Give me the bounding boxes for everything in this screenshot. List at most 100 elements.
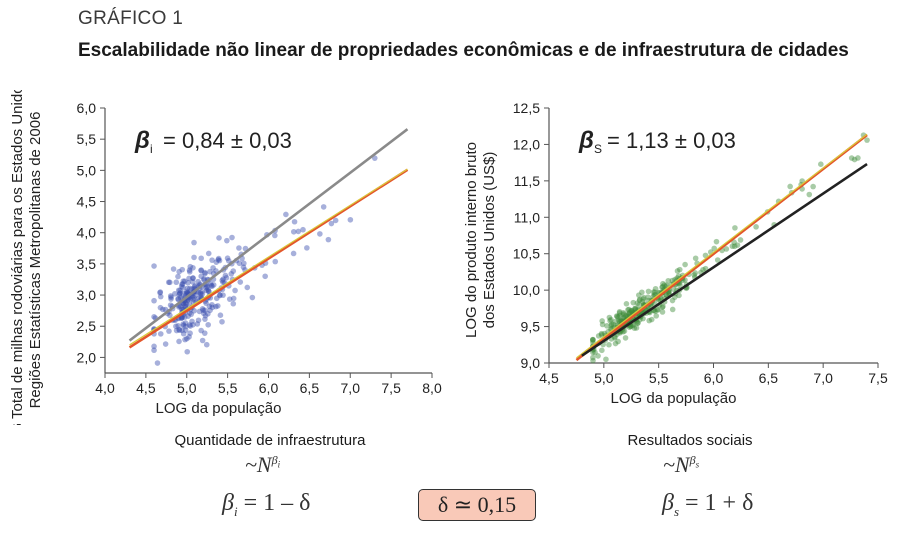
data-point <box>590 336 596 343</box>
data-point <box>199 288 205 295</box>
data-point <box>236 260 243 267</box>
beta-subscript: i <box>150 142 153 156</box>
data-point <box>151 263 157 269</box>
data-point <box>645 294 651 300</box>
social-outcomes-scaling-chart: 4,5 5,0 5,5 6,0 6,5 7,0 7,5 9,0 9,5 10,0 10,5 11,0 1… <box>463 100 888 407</box>
data-point <box>655 307 661 313</box>
data-point <box>186 275 192 282</box>
data-point <box>199 291 206 297</box>
data-point <box>175 287 182 294</box>
data-point <box>620 310 627 316</box>
x-tick-label: 7,0 <box>813 370 833 386</box>
x-tick-label: 5,0 <box>177 380 197 396</box>
data-point <box>168 296 174 302</box>
beta-value: = 0,84 ± 0,03 <box>163 128 292 153</box>
data-point <box>615 314 621 320</box>
data-point <box>209 283 215 290</box>
data-point <box>682 261 688 268</box>
data-point <box>230 268 237 274</box>
data-point <box>304 245 310 251</box>
data-point <box>180 321 186 327</box>
data-point <box>616 312 623 319</box>
data-point <box>180 290 186 297</box>
data-point <box>217 312 224 318</box>
data-point <box>237 279 244 285</box>
data-point <box>207 307 213 314</box>
data-point <box>203 284 209 291</box>
data-point <box>180 281 186 287</box>
data-point <box>598 332 605 338</box>
data-point <box>606 341 612 348</box>
y-tick-label: 3,0 <box>77 287 97 303</box>
data-point <box>183 288 190 295</box>
y-axis-label: Regiões Estatísticas Metropolitanas de 2… <box>27 112 44 409</box>
fit-line <box>575 133 868 362</box>
data-point <box>190 265 196 271</box>
y-axis-label: dos Estados Unidos (US$) <box>481 152 498 329</box>
data-point <box>207 268 213 275</box>
data-point <box>184 335 190 342</box>
data-point <box>622 335 629 341</box>
data-point <box>222 272 229 279</box>
data-point <box>272 232 278 239</box>
data-point <box>606 314 613 321</box>
data-point <box>626 306 632 313</box>
data-point <box>198 267 204 273</box>
data-point <box>616 310 623 316</box>
data-point <box>652 308 658 315</box>
data-point <box>806 191 813 198</box>
data-point <box>603 356 609 363</box>
y-tick-label: 6,0 <box>77 100 97 116</box>
data-point <box>646 317 653 324</box>
x-tick-label: 7,5 <box>381 380 401 396</box>
data-point <box>590 336 596 343</box>
data-point <box>595 333 602 339</box>
data-point <box>206 303 213 310</box>
data-point <box>818 161 824 168</box>
data-point <box>636 301 642 308</box>
data-point <box>203 341 210 348</box>
data-point <box>154 360 161 366</box>
data-point <box>272 258 279 265</box>
data-point <box>636 297 643 304</box>
data-point <box>599 321 606 328</box>
data-point <box>610 321 617 328</box>
data-point <box>625 307 631 313</box>
y-tick-label: 4,0 <box>77 225 97 241</box>
data-point <box>198 273 205 280</box>
data-point <box>607 317 613 324</box>
data-point <box>328 220 335 227</box>
data-point <box>290 250 297 257</box>
data-point <box>613 313 620 319</box>
data-point <box>223 274 230 281</box>
beta-subscript: S <box>594 142 602 156</box>
data-point <box>665 277 672 284</box>
data-point <box>198 291 204 298</box>
data-point <box>187 323 194 329</box>
x-tick-label: 5,5 <box>649 370 669 386</box>
data-point <box>236 245 242 251</box>
data-point <box>220 279 226 286</box>
data-point <box>185 313 191 319</box>
data-point <box>347 216 354 223</box>
data-point <box>187 295 194 302</box>
data-point <box>205 321 211 328</box>
data-point <box>177 303 184 310</box>
data-point <box>201 330 208 336</box>
data-point <box>228 271 235 277</box>
data-point <box>660 303 666 310</box>
y-tick-label: 5,5 <box>77 131 97 147</box>
data-point <box>666 290 672 297</box>
y-tick-label: 12,0 <box>513 136 540 152</box>
x-axis-label: LOG da população <box>156 400 282 417</box>
data-point <box>669 277 676 284</box>
x-tick-label: 5,5 <box>218 380 238 396</box>
data-point <box>620 312 627 318</box>
data-point <box>220 276 226 282</box>
data-point <box>175 273 181 280</box>
data-point <box>189 318 195 325</box>
data-point <box>659 309 666 315</box>
data-point <box>177 287 183 294</box>
data-point <box>620 311 627 317</box>
data-point <box>753 224 759 230</box>
